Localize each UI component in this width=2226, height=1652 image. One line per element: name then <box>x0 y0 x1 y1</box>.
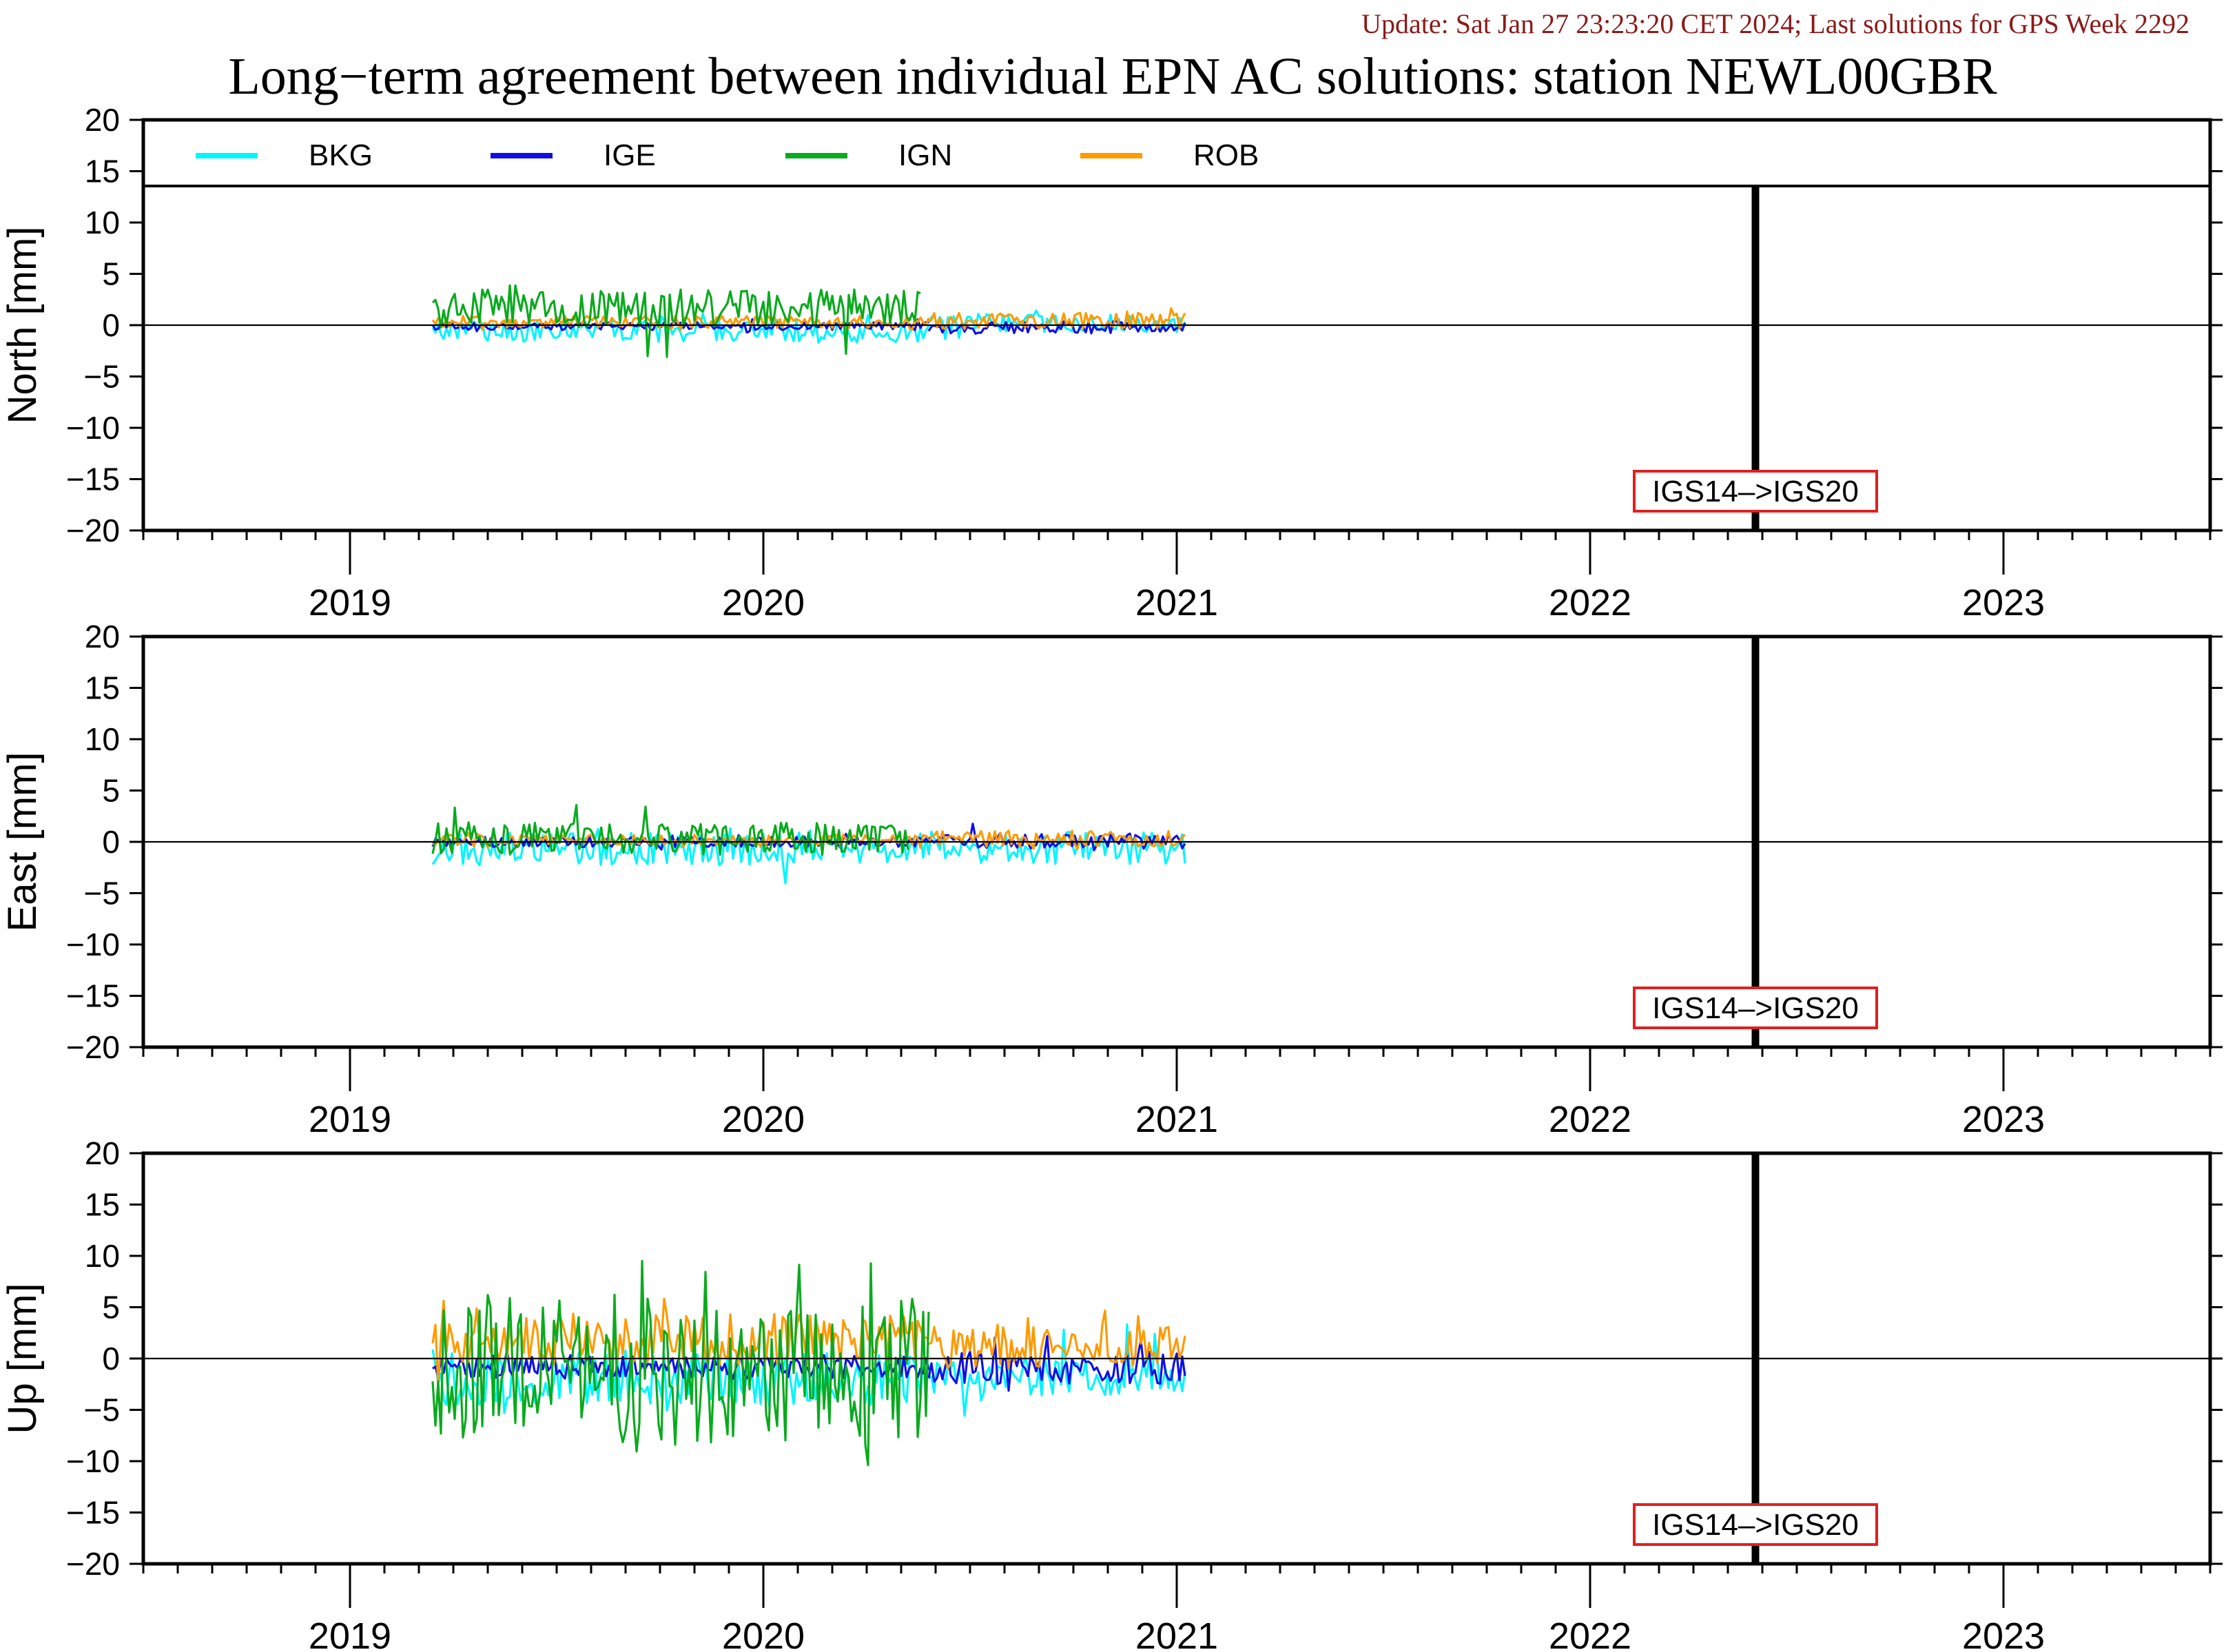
annotation-box <box>1633 1503 1878 1546</box>
y-tick-label: 0 <box>102 824 120 860</box>
y-tick-label: −10 <box>66 1443 120 1479</box>
series-ign-line <box>431 284 921 358</box>
x-tick-label: 2019 <box>309 1615 391 1652</box>
y-tick-label: −5 <box>84 359 120 395</box>
y-tick-label: −5 <box>84 1392 120 1428</box>
annotation-label: IGS14–>IGS20 <box>1652 1508 1859 1542</box>
reference-frame-annotation: IGS14–>IGS20 <box>1633 987 1878 1029</box>
panels-layer: BKG IGE IGN ROB 20 15 10 5 0 −5 −10 −15 −20 North [mm… <box>0 102 2223 1652</box>
y-tick-label: −20 <box>66 1029 120 1065</box>
x-tick-label: 2022 <box>1549 1099 1631 1140</box>
series-ign-line <box>431 1259 930 1467</box>
y-tick-label: 20 <box>85 1135 120 1171</box>
update-timestamp: Update: Sat Jan 27 23:23:20 CET 2024; La… <box>1361 8 2189 39</box>
legend: BKG IGE IGN ROB <box>196 138 1259 172</box>
x-tick-label: 2021 <box>1135 582 1218 623</box>
x-tick-label: 2021 <box>1135 1099 1218 1140</box>
y-tick-label: 0 <box>102 1341 120 1376</box>
y-tick-label: 15 <box>85 670 120 706</box>
legend-label-ige: IGE <box>604 138 656 172</box>
chart-title: Long−term agreement between individual E… <box>228 48 1997 105</box>
y-tick-label: 15 <box>85 1187 120 1223</box>
y-tick-label: −5 <box>84 876 120 911</box>
x-tick-label: 2021 <box>1135 1615 1218 1652</box>
series-rob-line <box>431 307 1186 331</box>
y-tick-label: 5 <box>102 773 120 809</box>
y-tick-label: −15 <box>66 978 120 1014</box>
series-ign-line <box>431 804 909 856</box>
x-tick-label: 2022 <box>1549 1615 1631 1652</box>
x-tick-label: 2022 <box>1549 582 1631 623</box>
annotation-label: IGS14–>IGS20 <box>1652 475 1859 508</box>
legend-label-rob: ROB <box>1193 138 1259 172</box>
y-tick-label: 5 <box>102 256 120 292</box>
y-tick-label: 20 <box>85 619 120 654</box>
y-axis-label: East [mm] <box>0 752 45 931</box>
y-tick-label: −15 <box>66 1495 120 1531</box>
y-tick-label: 10 <box>85 721 120 757</box>
reference-frame-annotation: IGS14–>IGS20 <box>1633 470 1878 513</box>
x-tick-label: 2020 <box>722 1099 805 1140</box>
y-tick-label: −10 <box>66 410 120 446</box>
annotation-box <box>1633 987 1878 1029</box>
y-tick-label: −20 <box>66 513 120 548</box>
reference-frame-annotation: IGS14–>IGS20 <box>1633 1503 1878 1546</box>
panel-east: 20 15 10 5 0 −5 −10 −15 −20 East [mm] 2019 2020 2021… <box>0 619 2223 1140</box>
x-tick-label: 2023 <box>1962 1099 2045 1140</box>
legend-label-ign: IGN <box>898 138 952 172</box>
legend-label-bkg: BKG <box>309 138 373 172</box>
y-tick-label: 0 <box>102 307 120 343</box>
annotation-box <box>1633 470 1878 513</box>
panel-up: 20 15 10 5 0 −5 −10 −15 −20 Up [mm] 2019 2020 2021 20… <box>0 1135 2223 1652</box>
annotation-label: IGS14–>IGS20 <box>1652 991 1859 1025</box>
x-tick-label: 2020 <box>722 582 805 623</box>
y-tick-label: −20 <box>66 1546 120 1582</box>
y-tick-label: 20 <box>85 102 120 138</box>
y-tick-label: 10 <box>85 1238 120 1274</box>
y-tick-label: −15 <box>66 462 120 497</box>
y-tick-label: 5 <box>102 1290 120 1325</box>
x-tick-label: 2023 <box>1962 582 2045 623</box>
x-tick-label: 2019 <box>309 1099 391 1140</box>
x-tick-label: 2020 <box>722 1615 805 1652</box>
x-tick-label: 2023 <box>1962 1615 2045 1652</box>
y-tick-label: −10 <box>66 927 120 962</box>
y-axis-label: Up [mm] <box>0 1283 45 1434</box>
panel-north: BKG IGE IGN ROB 20 15 10 5 0 −5 −10 −15 −20 North [mm… <box>0 102 2223 623</box>
y-axis-label: North [mm] <box>0 227 45 424</box>
y-tick-label: 10 <box>85 205 120 240</box>
x-tick-label: 2019 <box>309 582 391 623</box>
y-tick-label: 15 <box>85 154 120 189</box>
